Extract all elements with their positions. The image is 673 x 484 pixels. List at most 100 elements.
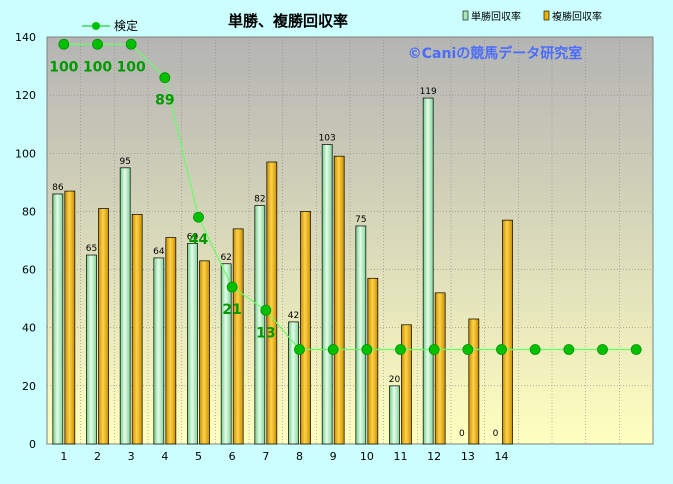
y-tick-label: 0 xyxy=(29,438,36,451)
test-point xyxy=(226,281,238,293)
bar-win xyxy=(288,321,299,445)
bar-win xyxy=(389,385,400,445)
bar-data-label: 69 xyxy=(187,232,199,242)
bar-place xyxy=(266,161,278,445)
test-point xyxy=(563,344,575,355)
legend-swatch-win xyxy=(462,10,469,21)
bar-win xyxy=(187,243,198,445)
bar-data-label: 86 xyxy=(52,183,64,193)
bar-data-label: 0 xyxy=(459,429,465,439)
bar-place xyxy=(232,228,244,445)
bar-data-label: 64 xyxy=(153,247,165,257)
x-tick-label: 3 xyxy=(128,450,135,463)
legend-label-place: 複勝回収率 xyxy=(552,10,602,23)
chart-title: 単勝、複勝回収率 xyxy=(228,12,348,30)
watermark-text: ©Caniの競馬データ研究室 xyxy=(408,45,583,62)
bar-win xyxy=(422,97,434,445)
x-tick-label: 14 xyxy=(495,450,509,463)
bars xyxy=(52,97,513,445)
test-point xyxy=(630,344,642,355)
x-tick-label: 4 xyxy=(161,450,168,463)
test-value-label: 89 xyxy=(155,93,174,109)
test-point xyxy=(327,344,339,355)
bar-data-label: 20 xyxy=(389,375,401,385)
bar-place xyxy=(468,318,480,445)
x-tick-label: 13 xyxy=(461,450,475,463)
bar-data-label: 82 xyxy=(254,195,265,205)
test-value-label: 21 xyxy=(222,302,241,318)
bar-place xyxy=(199,260,210,445)
bar-data-label: 75 xyxy=(355,215,366,225)
legend: 検定 単勝回収率 複勝回収率 xyxy=(82,10,602,33)
test-point xyxy=(529,344,541,355)
bar-win xyxy=(220,263,232,445)
bar-data-label: 42 xyxy=(288,311,299,321)
bar-win xyxy=(52,193,64,445)
plot-border xyxy=(46,36,654,445)
y-tick-label: 100 xyxy=(15,147,36,160)
test-point xyxy=(193,211,204,223)
y-tick-label: 120 xyxy=(15,89,36,102)
test-point xyxy=(462,344,474,355)
x-tick-label: 1 xyxy=(60,450,67,463)
test-line xyxy=(63,43,637,351)
test-value-label: 100 xyxy=(117,59,146,75)
bar-place xyxy=(333,155,345,445)
y-tick-label: 60 xyxy=(22,264,36,277)
test-point xyxy=(294,344,305,355)
bar-place xyxy=(64,190,76,445)
y-tick-label: 40 xyxy=(22,322,36,335)
x-axis: 1 2 3 4 5 6 7 8 9 10 11 12 13 14 xyxy=(60,450,508,463)
legend-label-test: 検定 xyxy=(114,18,138,33)
legend-marker-swatch xyxy=(92,22,100,30)
y-tick-label: 80 xyxy=(22,205,36,218)
y-axis: 0 20 40 60 80 100 120 140 xyxy=(15,31,36,451)
x-tick-label: 7 xyxy=(262,450,269,463)
x-tick-label: 5 xyxy=(195,450,202,463)
bar-data-label: 65 xyxy=(86,244,97,254)
test-point xyxy=(361,344,373,355)
bar-data-label: 95 xyxy=(119,157,130,167)
bar-place xyxy=(401,324,412,445)
x-tick-label: 6 xyxy=(229,450,236,463)
test-line-series: 100 100 100 89 44 21 13 xyxy=(49,38,642,355)
test-point xyxy=(496,344,507,355)
test-point xyxy=(125,38,137,50)
test-value-label: 13 xyxy=(256,325,275,341)
bar-place xyxy=(165,237,177,445)
legend-label-win: 単勝回収率 xyxy=(471,10,521,23)
bar-win xyxy=(355,225,367,445)
test-value-label: 100 xyxy=(83,59,112,75)
bar-win xyxy=(254,205,266,445)
test-point xyxy=(597,344,608,355)
x-tick-label: 2 xyxy=(94,450,101,463)
test-point xyxy=(395,344,406,355)
test-point xyxy=(260,304,272,316)
x-tick-label: 12 xyxy=(427,450,441,463)
bar-win xyxy=(86,254,97,445)
gridlines xyxy=(46,36,654,445)
x-tick-label: 10 xyxy=(360,450,374,463)
test-point xyxy=(92,38,103,50)
x-tick-label: 8 xyxy=(296,450,303,463)
bar-place xyxy=(300,211,311,445)
bar-data-label: 103 xyxy=(319,134,336,144)
bar-data-label: 119 xyxy=(420,87,437,97)
bar-data-label: 0 xyxy=(493,429,499,439)
bar-win xyxy=(153,257,165,445)
y-tick-label: 140 xyxy=(15,31,36,44)
y-tick-label: 20 xyxy=(22,380,36,393)
bar-place xyxy=(131,213,143,445)
bar-place xyxy=(98,208,109,445)
x-tick-label: 9 xyxy=(330,450,337,463)
legend-swatch-place xyxy=(543,10,550,21)
bar-place xyxy=(502,219,513,445)
bar-place xyxy=(434,292,446,445)
bar-labels: 86 65 95 64 69 62 82 42 103 75 20 119 0 0 xyxy=(52,87,499,439)
test-value-label: 44 xyxy=(189,232,209,248)
test-point xyxy=(159,72,171,84)
test-point xyxy=(428,344,440,355)
test-point xyxy=(58,38,70,50)
